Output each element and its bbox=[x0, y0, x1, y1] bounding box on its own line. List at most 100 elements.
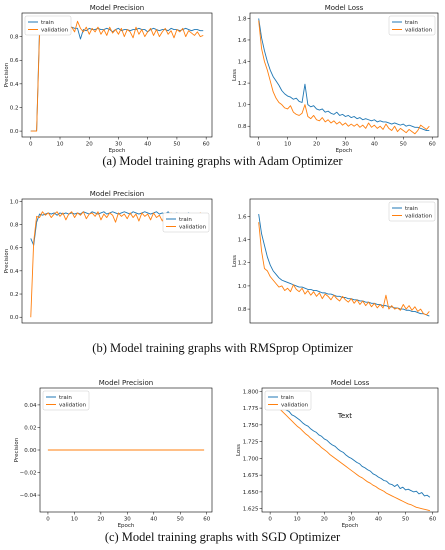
chart-4-series-validation bbox=[258, 222, 430, 316]
chart-2-xlabel: Epoch bbox=[336, 148, 353, 154]
chart-5-legend: train validation bbox=[42, 390, 90, 411]
chart-5-ylabel: Precision bbox=[14, 437, 20, 462]
chart-4-ytick-label-1: 1.0 bbox=[238, 284, 247, 290]
chart-2-ytick-label-1: 1.0 bbox=[238, 103, 247, 109]
chart-2-ytick-label-0: 0.8 bbox=[238, 124, 247, 130]
chart-5-ytick-label-0: −0.04 bbox=[20, 493, 37, 499]
chart-4-series-train bbox=[258, 214, 430, 317]
chart-2-frame bbox=[249, 12, 439, 138]
chart-1-xlabel: Epoch bbox=[109, 148, 126, 154]
chart-1-xtick-label-1: 10 bbox=[57, 142, 64, 148]
chart-2-ytick-label-3: 1.4 bbox=[238, 60, 247, 66]
chart-1-ytick-label-3: 0.6 bbox=[10, 58, 19, 64]
chart-5-xtick-label-3: 30 bbox=[124, 517, 131, 523]
chart-5-panel: 0 10 20 30 40 50 60 −0.04 −0.02 0.00 0.02 0.04 Model… bbox=[14, 379, 213, 529]
chart-2-xtick-label-4: 40 bbox=[371, 142, 378, 148]
chart-6-ytick-label-2: 1.675 bbox=[243, 473, 259, 479]
chart-6-panel: 0 10 20 30 40 50 60 1.625 1.650 1.675 1.700 1.725 1.… bbox=[236, 379, 439, 529]
chart-4-ytick-label-0: 0.8 bbox=[238, 307, 247, 313]
chart-3-ytick-label-5: 1.0 bbox=[10, 199, 19, 205]
chart-3-legend: train validation bbox=[162, 212, 210, 233]
chart-1-ytick-label-4: 0.8 bbox=[10, 35, 19, 41]
chart-2-xtick-label-0: 0 bbox=[257, 142, 261, 148]
chart-6-legend-label-validation: validation bbox=[281, 403, 309, 409]
chart-3-ylabel: Precision bbox=[4, 248, 10, 273]
chart-6-ytick-label-5: 1.750 bbox=[243, 423, 259, 429]
chart-6-annotation: Text bbox=[337, 412, 352, 420]
chart-3-legend-label-train: train bbox=[179, 217, 192, 223]
chart-2-ytick-label-2: 1.2 bbox=[238, 81, 247, 87]
chart-1-legend-label-validation: validation bbox=[41, 28, 69, 34]
chart-2-xtick-label-3: 30 bbox=[342, 142, 349, 148]
chart-2-xtick-label-5: 50 bbox=[400, 142, 407, 148]
chart-6-series-validation bbox=[269, 399, 430, 512]
chart-4-legend-label-validation: validation bbox=[405, 214, 433, 220]
chart-6-ytick-label-3: 1.700 bbox=[243, 456, 259, 462]
chart-4-ytick-label-3: 1.4 bbox=[238, 238, 247, 244]
chart-6-xlabel: Epoch bbox=[342, 523, 359, 529]
chart-2-xtick-label-6: 60 bbox=[429, 142, 436, 148]
chart-5-ytick-label-2: 0.00 bbox=[24, 448, 37, 454]
chart-3-ytick-label-3: 0.6 bbox=[10, 246, 19, 252]
chart-6-series-train bbox=[269, 396, 431, 498]
chart-3-ytick-label-2: 0.4 bbox=[10, 269, 19, 275]
chart-2-series-validation bbox=[258, 20, 430, 135]
chart-1-series-train bbox=[30, 25, 204, 132]
chart-5-xlabel: Epoch bbox=[118, 523, 135, 529]
chart-1-xtick-label-5: 50 bbox=[173, 142, 180, 148]
chart-5-ytick-label-3: 0.02 bbox=[24, 425, 36, 431]
chart-6-legend-label-train: train bbox=[281, 395, 294, 401]
chart-2-legend-box bbox=[388, 15, 436, 36]
chart-3-ytick-label-1: 0.2 bbox=[10, 292, 19, 298]
chart-3-ytick-label-0: 0.0 bbox=[10, 315, 19, 321]
chart-6-ytick-label-0: 1.625 bbox=[243, 507, 259, 513]
chart-5-title: Model Precision bbox=[99, 379, 153, 387]
chart-4-panel: 0.8 1.0 1.2 1.4 1.6 Loss train validation bbox=[232, 198, 439, 324]
chart-4-ytick-label-4: 1.6 bbox=[238, 214, 247, 220]
chart-1-legend-box bbox=[24, 15, 72, 36]
chart-5-ytick-label-1: −0.02 bbox=[20, 471, 37, 477]
chart-3-panel: 0.0 0.2 0.4 0.6 0.8 1.0 Model Precision Precisi… bbox=[4, 190, 213, 324]
chart-3-legend-box bbox=[162, 212, 210, 233]
chart-1-xtick-label-0: 0 bbox=[29, 142, 33, 148]
chart-1-title: Model Precision bbox=[90, 4, 144, 12]
chart-6-xtick-label-0: 0 bbox=[268, 517, 272, 523]
chart-1-ytick-label-2: 0.4 bbox=[10, 82, 19, 88]
chart-6-legend: train validation bbox=[264, 390, 312, 411]
chart-5-xtick-label-2: 20 bbox=[97, 517, 104, 523]
chart-1-panel: 0 10 20 30 40 50 60 0.0 0.2 0.4 0.6 0.8 Model Precis… bbox=[4, 4, 213, 154]
chart-2-xtick-label-2: 20 bbox=[313, 142, 320, 148]
chart-4-legend: train validation bbox=[388, 201, 436, 222]
chart-3-frame bbox=[21, 198, 213, 324]
chart-1-xtick-label-3: 30 bbox=[115, 142, 122, 148]
chart-2-legend: train validation bbox=[388, 15, 436, 36]
chart-2-series-train bbox=[258, 18, 430, 131]
chart-5-xtick-label-5: 50 bbox=[177, 517, 184, 523]
chart-6-ytick-label-6: 1.775 bbox=[243, 406, 259, 412]
caption-sgd: (c) Model training graphs with SGD Optim… bbox=[104, 530, 341, 544]
chart-6-xtick-label-2: 20 bbox=[321, 517, 328, 523]
chart-6-title: Model Loss bbox=[331, 379, 370, 387]
chart-5-xtick-label-4: 40 bbox=[150, 517, 157, 523]
chart-5-legend-label-train: train bbox=[59, 395, 72, 401]
chart-4-legend-box bbox=[388, 201, 436, 222]
chart-1-xtick-label-4: 40 bbox=[144, 142, 151, 148]
chart-4-legend-label-train: train bbox=[405, 206, 418, 212]
chart-3-legend-label-validation: validation bbox=[179, 225, 207, 231]
chart-1-legend: train validation bbox=[24, 15, 72, 36]
chart-1-series-validation bbox=[30, 20, 204, 132]
chart-6-xtick-label-5: 50 bbox=[402, 517, 409, 523]
chart-2-panel: 0 10 20 30 40 50 60 0.8 1.0 1.2 1.4 1.6 1.8 Model Los… bbox=[232, 4, 439, 154]
chart-1-ytick-label-0: 0.0 bbox=[10, 129, 19, 135]
chart-2-xtick-label-1: 10 bbox=[284, 142, 291, 148]
chart-4-ylabel: Loss bbox=[232, 255, 238, 267]
chart-1-xtick-label-2: 20 bbox=[86, 142, 93, 148]
chart-4-frame bbox=[249, 198, 439, 324]
chart-6-legend-box bbox=[264, 390, 312, 411]
chart-6-xtick-label-4: 40 bbox=[375, 517, 382, 523]
chart-5-xtick-label-6: 60 bbox=[203, 517, 210, 523]
chart-2-ytick-label-4: 1.6 bbox=[238, 38, 247, 44]
chart-6-ylabel: Loss bbox=[236, 444, 242, 456]
chart-6-xtick-label-3: 30 bbox=[348, 517, 355, 523]
